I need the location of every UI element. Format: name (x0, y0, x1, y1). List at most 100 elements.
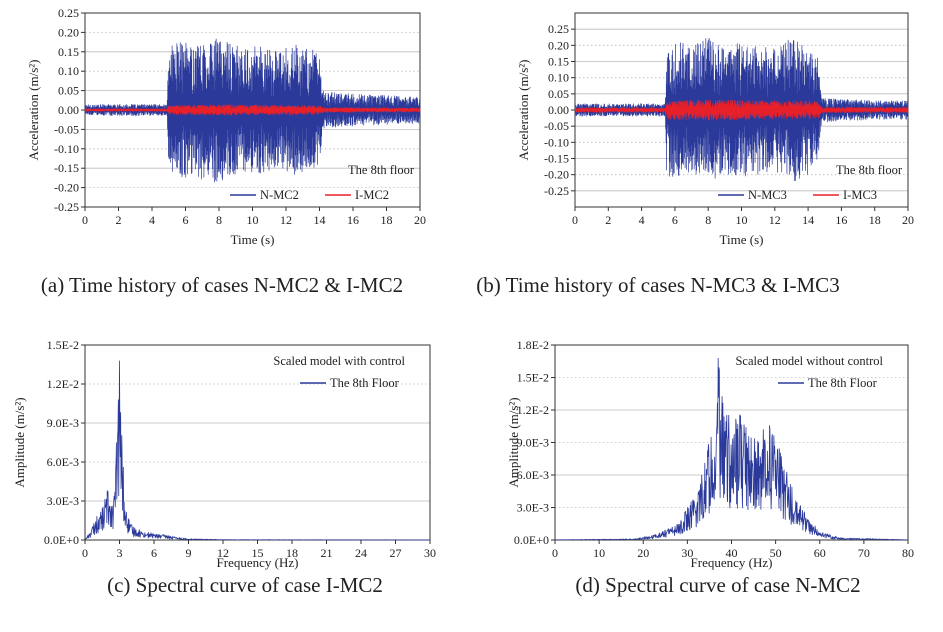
y-tick-label: 0.00 (58, 103, 79, 117)
y-tick-label: -0.05 (544, 119, 569, 133)
x-axis-label: Time (s) (720, 232, 764, 247)
y-tick-label: 0.20 (548, 38, 569, 52)
x-tick-label: 30 (681, 546, 693, 560)
series-line-i-mc3 (574, 99, 909, 121)
x-tick-label: 0 (82, 213, 88, 227)
y-tick-label: -0.15 (544, 152, 569, 166)
chart-annotation: Scaled model with control (273, 354, 405, 368)
series-line-i-mc2 (84, 104, 421, 116)
x-tick-label: 40 (726, 546, 738, 560)
y-tick-label: -0.10 (544, 135, 569, 149)
y-tick-label: 0.05 (548, 87, 569, 101)
x-tick-label: 8 (705, 213, 711, 227)
x-tick-label: 80 (902, 546, 914, 560)
y-tick-label: 0.00 (548, 103, 569, 117)
series-line-the-8th-floor (555, 357, 909, 541)
y-tick-label: 9.0E-3 (47, 416, 79, 430)
panel-caption: (c) Spectral curve of case I-MC2 (107, 573, 383, 597)
y-tick-label: 0.10 (58, 64, 79, 78)
x-tick-label: 21 (321, 546, 333, 560)
x-tick-label: 50 (770, 546, 782, 560)
chart-panel-b: 0 2 4 6 8 10 12 14 16 18 20 0.25 0.20 0.15 0.10 0.05 0.0… (476, 12, 914, 297)
x-tick-label: 10 (736, 213, 748, 227)
y-axis-label: Acceleration (m/s²) (26, 60, 41, 161)
x-tick-label: 12 (280, 213, 292, 227)
x-tick-label: 6 (183, 213, 189, 227)
y-tick-label: -0.05 (54, 122, 79, 136)
x-tick-label: 30 (424, 546, 436, 560)
y-tick-label: 0.15 (58, 45, 79, 59)
y-tick-label: 0.20 (58, 25, 79, 39)
chart-panel-a: 0 2 4 6 8 10 12 14 16 18 20 0.25 0.20 0.15 0.10 0.05 0.0… (26, 6, 426, 297)
x-axis-label: Frequency (Hz) (217, 555, 299, 570)
chart-annotation: The 8th floor (348, 163, 415, 177)
x-tick-label: 2 (605, 213, 611, 227)
y-tick-label: 3.0E-3 (47, 494, 79, 508)
x-tick-label: 9 (186, 546, 192, 560)
y-tick-label: 3.0E-3 (517, 501, 549, 515)
x-tick-label: 0 (552, 546, 558, 560)
x-tick-label: 14 (802, 213, 814, 227)
x-tick-label: 60 (814, 546, 826, 560)
x-tick-label: 0 (82, 546, 88, 560)
y-axis-label: Amplitude (m/s²) (12, 397, 27, 487)
x-tick-label: 16 (835, 213, 847, 227)
y-tick-label: -0.15 (54, 161, 79, 175)
x-tick-label: 2 (116, 213, 122, 227)
series-line-the-8th-floor (84, 360, 431, 541)
x-tick-label: 6 (672, 213, 678, 227)
panel-caption: (b) Time history of cases N-MC3 & I-MC3 (476, 273, 839, 297)
y-tick-label: 0.10 (548, 71, 569, 85)
x-tick-label: 20 (637, 546, 649, 560)
legend-label: N-MC3 (748, 188, 787, 202)
legend-label: I-MC2 (355, 188, 389, 202)
x-tick-label: 24 (355, 546, 367, 560)
x-tick-label: 4 (639, 213, 645, 227)
x-tick-label: 27 (390, 546, 402, 560)
chart-annotation: Scaled model without control (735, 354, 883, 368)
y-tick-label: 1.2E-2 (517, 403, 549, 417)
x-tick-label: 14 (314, 213, 326, 227)
y-tick-label: 1.5E-2 (47, 338, 79, 352)
x-tick-label: 12 (769, 213, 781, 227)
y-tick-label: 0.0E+0 (44, 533, 79, 547)
x-tick-label: 4 (149, 213, 155, 227)
y-tick-label: 6.0E-3 (47, 455, 79, 469)
y-tick-label: -0.20 (544, 168, 569, 182)
x-tick-label: 8 (216, 213, 222, 227)
chart-panel-c: 0 3 6 9 12 15 18 21 24 27 30 1.5E-2 1.2E-2 9.0E-3 6.0E… (12, 338, 436, 597)
x-axis-label: Time (s) (231, 232, 275, 247)
x-tick-label: 70 (858, 546, 870, 560)
legend-label: I-MC3 (843, 188, 877, 202)
panel-caption: (a) Time history of cases N-MC2 & I-MC2 (41, 273, 403, 297)
y-tick-label: 0.0E+0 (514, 533, 549, 547)
y-axis-label: Amplitude (m/s²) (506, 397, 521, 487)
y-tick-label: 0.15 (548, 55, 569, 69)
y-axis-label: Acceleration (m/s²) (516, 60, 531, 161)
y-tick-label: 9.0E-3 (517, 436, 549, 450)
y-tick-label: 1.8E-2 (517, 338, 549, 352)
plot-frame (84, 344, 431, 541)
y-tick-label: 1.2E-2 (47, 377, 79, 391)
legend-label: N-MC2 (260, 188, 299, 202)
x-tick-label: 20 (414, 213, 426, 227)
x-tick-label: 16 (347, 213, 359, 227)
x-axis-label: Frequency (Hz) (691, 555, 773, 570)
x-tick-label: 10 (247, 213, 259, 227)
y-tick-label: -0.25 (54, 200, 79, 214)
y-tick-label: 0.25 (548, 22, 569, 36)
y-tick-label: 0.05 (58, 84, 79, 98)
y-tick-label: -0.20 (54, 181, 79, 195)
x-tick-label: 20 (902, 213, 914, 227)
y-tick-label: 6.0E-3 (517, 468, 549, 482)
chart-panel-d: 0 10 20 30 40 50 60 70 80 1.8E-2 1.5E-2 1.2E-2 9.0E-… (506, 338, 914, 597)
chart-annotation: The 8th floor (836, 163, 903, 177)
x-tick-label: 18 (869, 213, 881, 227)
y-tick-label: 1.5E-2 (517, 371, 549, 385)
y-tick-label: 0.25 (58, 6, 79, 20)
x-tick-label: 6 (151, 546, 157, 560)
y-tick-label: -0.25 (544, 184, 569, 198)
x-tick-label: 0 (572, 213, 578, 227)
y-tick-label: -0.10 (54, 142, 79, 156)
